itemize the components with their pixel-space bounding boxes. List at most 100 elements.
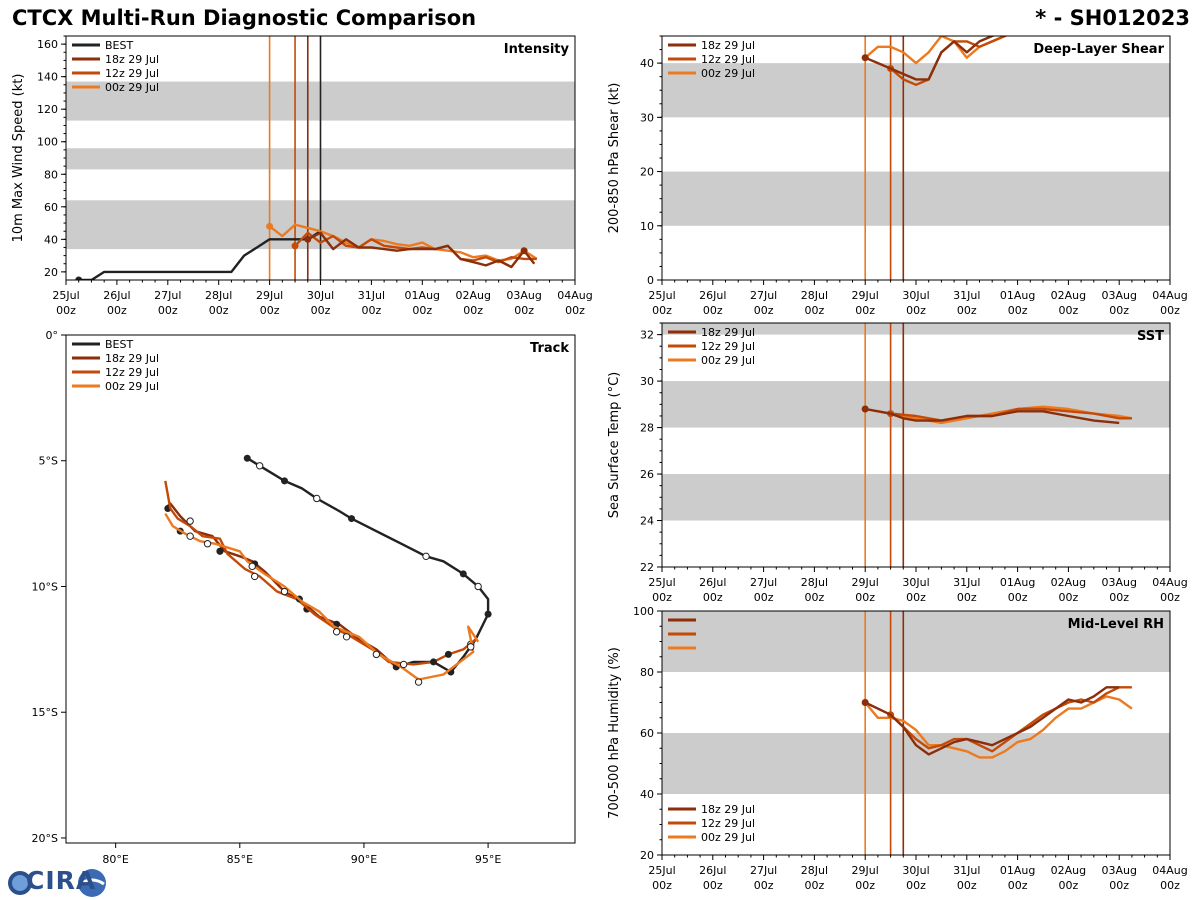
- x-tick-label: 00z: [703, 304, 723, 317]
- series-line-00z-29-jul: [164, 512, 480, 681]
- series-start-point: [75, 276, 83, 280]
- legend-entry: 12z 29 Jul: [701, 817, 755, 830]
- x-tick-label: 27Jul: [750, 576, 777, 589]
- y-tick-label: 80: [640, 666, 654, 679]
- x-tick-label: 00z: [1008, 304, 1028, 317]
- x-tick-label: 00z: [703, 879, 723, 892]
- x-tick-label: 00z: [805, 591, 825, 604]
- x-tick-label: 03Aug: [1101, 864, 1136, 877]
- x-tick-label: 27Jul: [154, 289, 181, 302]
- y-axis-label: 700-500 hPa Humidity (%): [607, 647, 622, 819]
- y-tick-label: 10°S: [32, 580, 58, 593]
- x-tick-label: 00z: [855, 304, 875, 317]
- series-line-00z-29-jul: [864, 695, 1133, 759]
- x-tick-label: 00z: [209, 304, 229, 317]
- x-tick-label: 00z: [362, 304, 382, 317]
- track-point-open: [255, 462, 264, 470]
- cira-logo-text: CIRA: [26, 866, 97, 895]
- track-point-open: [474, 582, 482, 591]
- track-point-filled: [484, 610, 492, 618]
- y-tick-label: 80: [44, 168, 58, 181]
- panel-title: Mid-Level RH: [1068, 617, 1164, 632]
- x-tick-label: 00z: [805, 304, 825, 317]
- series-line-00z-29-jul: [864, 36, 1008, 65]
- x-tick-label: 80°E: [102, 853, 128, 866]
- shaded-band: [662, 474, 1170, 521]
- legend-entry: 12z 29 Jul: [105, 67, 159, 80]
- legend-entry: 18z 29 Jul: [701, 803, 755, 816]
- x-tick-label: 02Aug: [455, 289, 490, 302]
- y-tick-label: 30: [640, 375, 654, 388]
- track-point-open: [399, 660, 408, 669]
- x-tick-label: 25Jul: [648, 864, 675, 877]
- panel-rh: 20 40 60 80 100 25Jul 00z 26Jul 00z 27Jul 00z 28Jul…: [607, 605, 1188, 892]
- track-point-open: [422, 552, 430, 561]
- legend-entry: 00z 29 Jul: [105, 380, 159, 393]
- shaded-band: [662, 63, 1170, 118]
- x-tick-label: 03Aug: [1101, 576, 1136, 589]
- x-tick-label: 31Jul: [358, 289, 385, 302]
- x-tick-label: 31Jul: [953, 864, 980, 877]
- x-tick-label: 29Jul: [256, 289, 283, 302]
- x-tick-label: 00z: [906, 879, 926, 892]
- y-tick-label: 22: [640, 561, 654, 574]
- y-tick-label: 20: [640, 849, 654, 862]
- y-tick-label: 32: [640, 329, 654, 342]
- x-tick-label: 30Jul: [902, 289, 929, 302]
- track-point-filled: [459, 570, 467, 578]
- legend-entry: 12z 29 Jul: [701, 53, 755, 66]
- x-tick-label: 00z: [855, 879, 875, 892]
- y-tick-label: 160: [37, 38, 58, 51]
- series-line-12z-29-jul: [890, 407, 1132, 422]
- x-tick-label: 00z: [957, 304, 977, 317]
- x-tick-label: 00z: [565, 304, 585, 317]
- panel-shear: 0 10 20 30 40 25Jul 00z 26Jul 00z 27Jul 00z 28Jul 00…: [607, 35, 1188, 317]
- x-tick-label: 30Jul: [902, 864, 929, 877]
- x-tick-label: 29Jul: [852, 289, 879, 302]
- y-tick-label: 28: [640, 422, 654, 435]
- track-point-open: [251, 572, 259, 581]
- x-tick-label: 26Jul: [699, 576, 726, 589]
- panel-track: 0° 5°S 10°S 15°S 20°S 80°E 85°E 90°E 95°E Track BE…: [32, 329, 576, 866]
- x-tick-label: 02Aug: [1051, 576, 1086, 589]
- x-tick-label: 31Jul: [953, 576, 980, 589]
- series-start-point: [291, 242, 299, 250]
- panel-sst: 22 24 26 28 30 32 25Jul 00z 26Jul 00z 27Jul 00z 28Ju…: [607, 322, 1188, 604]
- legend-entry: 18z 29 Jul: [701, 39, 755, 52]
- series-line-18z-29-jul: [864, 407, 1120, 425]
- x-tick-label: 00z: [1109, 879, 1129, 892]
- x-tick-label: 00z: [1008, 879, 1028, 892]
- y-tick-label: 10: [640, 220, 654, 233]
- panel-title: Deep-Layer Shear: [1033, 42, 1164, 57]
- y-axis-label: 10m Max Wind Speed (kt): [11, 74, 26, 243]
- legend-entry: 00z 29 Jul: [701, 67, 755, 80]
- series-start-point: [304, 235, 312, 243]
- legend-entry: 00z 29 Jul: [701, 831, 755, 844]
- satellite-logo-icon: [78, 869, 106, 897]
- x-tick-label: 00z: [754, 879, 774, 892]
- x-tick-label: 25Jul: [648, 576, 675, 589]
- series-start-point: [520, 247, 528, 255]
- x-tick-label: 02Aug: [1051, 864, 1086, 877]
- x-tick-label: 00z: [412, 304, 432, 317]
- y-tick-label: 60: [44, 201, 58, 214]
- shaded-band: [662, 171, 1170, 226]
- x-tick-label: 25Jul: [52, 289, 79, 302]
- track-point-open: [414, 678, 423, 686]
- storm-id: * - SH012023: [1035, 6, 1190, 30]
- x-tick-label: 00z: [1109, 591, 1129, 604]
- x-tick-label: 00z: [652, 879, 672, 892]
- y-tick-label: 40: [640, 57, 654, 70]
- track-point-open: [280, 587, 289, 596]
- x-tick-label: 01Aug: [1000, 864, 1035, 877]
- legend-entry: 18z 29 Jul: [105, 53, 159, 66]
- x-tick-label: 00z: [957, 591, 977, 604]
- shaded-band: [662, 323, 1170, 335]
- x-tick-label: 00z: [1008, 591, 1028, 604]
- x-tick-label: 30Jul: [902, 576, 929, 589]
- x-tick-label: 00z: [107, 304, 127, 317]
- x-tick-label: 00z: [56, 304, 76, 317]
- y-tick-label: 15°S: [32, 706, 58, 719]
- x-tick-label: 03Aug: [506, 289, 541, 302]
